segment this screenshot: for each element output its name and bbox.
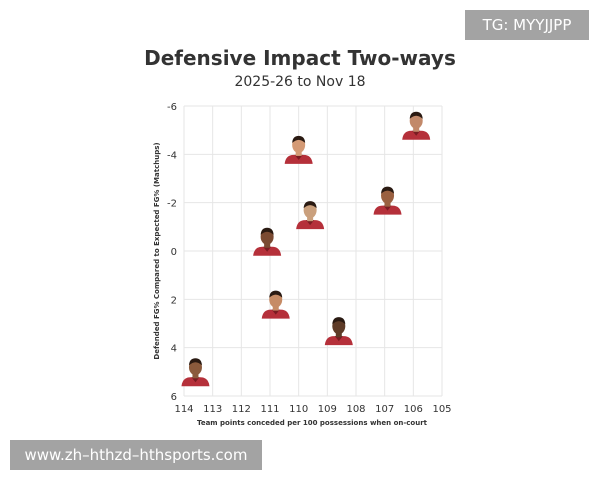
y-axis-label: Defended FG% Compared to Expected FG% (M… <box>153 142 161 359</box>
x-tick-label: 114 <box>174 404 193 415</box>
x-tick-label: 106 <box>404 404 423 415</box>
data-point <box>324 317 353 346</box>
data-points <box>181 111 431 387</box>
data-point <box>261 290 290 319</box>
x-tick-label: 111 <box>260 404 279 415</box>
tick-labels: 114 113 112 111 110 109 108 107 106 105 -6 -4 -2 0 2 4 6 <box>167 102 452 415</box>
data-point <box>296 201 325 230</box>
data-point <box>402 111 431 140</box>
grid <box>183 105 443 397</box>
watermark-tag: TG: MYYJJPP <box>465 10 589 40</box>
x-tick-label: 112 <box>232 404 251 415</box>
chart-title: Defensive Impact Two-ways <box>144 46 456 70</box>
y-tick-label: 6 <box>171 392 177 403</box>
y-tick-label: 0 <box>171 247 177 258</box>
y-tick-label: -2 <box>167 199 177 210</box>
x-tick-label: 113 <box>203 404 222 415</box>
data-point <box>284 135 313 164</box>
x-tick-label: 109 <box>318 404 337 415</box>
data-point <box>373 186 402 215</box>
x-tick-label: 108 <box>346 404 365 415</box>
x-axis-label: Team points conceded per 100 possessions… <box>197 419 428 427</box>
data-point <box>253 227 282 256</box>
x-tick-label: 110 <box>289 404 308 415</box>
x-tick-label: 105 <box>432 404 451 415</box>
chart-subtitle: 2025-26 to Nov 18 <box>234 74 366 90</box>
y-tick-label: 4 <box>171 344 177 355</box>
y-tick-label: -6 <box>167 102 177 113</box>
y-tick-label: 2 <box>171 295 177 306</box>
data-point <box>181 358 210 387</box>
x-tick-label: 107 <box>375 404 394 415</box>
y-tick-label: -4 <box>167 150 177 161</box>
footer-url: www.zh–hthzd–hthsports.com <box>10 440 262 470</box>
